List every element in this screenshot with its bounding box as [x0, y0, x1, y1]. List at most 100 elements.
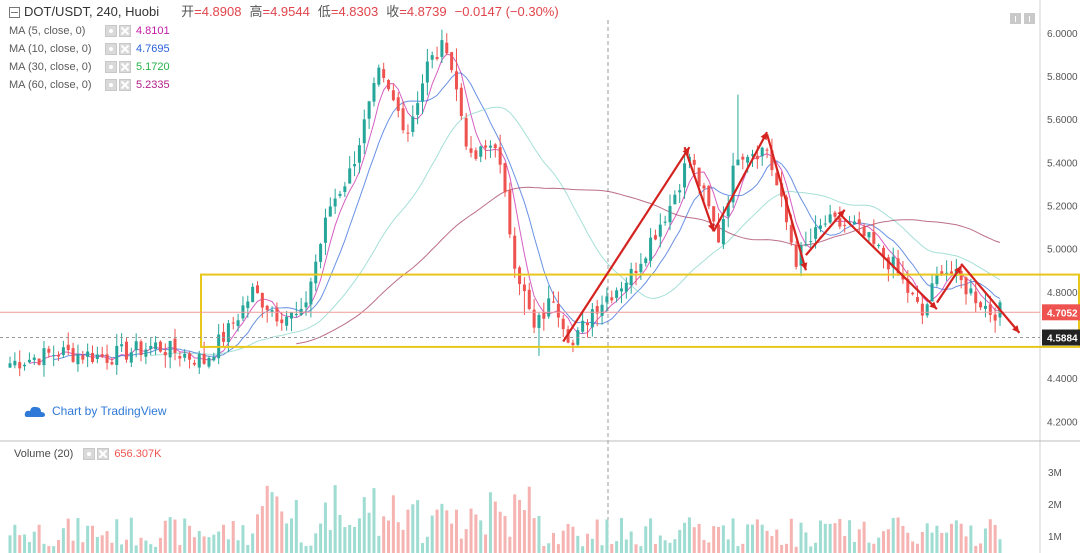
candle-body: [90, 352, 95, 362]
candle-body: [23, 364, 27, 367]
close-icon[interactable]: [119, 79, 131, 91]
volume-bar: [222, 524, 226, 553]
trend-arrows[interactable]: [562, 131, 1021, 343]
settings-icon[interactable]: [105, 25, 117, 37]
volume-axis: 3M 2M 1M: [1048, 468, 1062, 543]
indicator-row-ma30[interactable]: MA (30, close, 0) 5.1720: [9, 58, 559, 76]
volume-bar: [406, 509, 410, 553]
volume-tick-label: 1M: [1048, 532, 1062, 543]
volume-bar: [750, 524, 755, 553]
pane-controls: [1010, 13, 1035, 24]
trend-line: [805, 209, 846, 256]
candle-body: [513, 235, 517, 269]
candle-body: [770, 150, 774, 171]
volume-bar: [163, 520, 167, 553]
volume-bar: [488, 492, 492, 553]
moving-averages: [29, 53, 1001, 364]
volume-bar: [775, 529, 779, 553]
volume-bar: [581, 546, 585, 553]
arrow-head-icon: [929, 301, 937, 310]
candle-body: [653, 235, 657, 240]
volume-bar: [998, 539, 1002, 553]
close-icon[interactable]: [119, 43, 131, 55]
volume-bar: [964, 536, 968, 553]
candle-body: [746, 156, 750, 163]
ma-line-10: [53, 72, 1001, 360]
volume-bar: [285, 523, 289, 553]
candle-body: [712, 206, 716, 222]
candle-body: [585, 322, 590, 326]
candle-body: [309, 281, 313, 305]
ma-line-60: [296, 186, 1001, 345]
volume-bar: [13, 524, 17, 553]
settings-icon[interactable]: [105, 43, 117, 55]
candle-body: [357, 145, 361, 163]
volume-bar: [479, 520, 483, 553]
candle-body: [367, 101, 371, 119]
volume-bar: [877, 537, 881, 553]
maximize-icon[interactable]: [1024, 13, 1035, 24]
volume-bar: [561, 530, 565, 553]
trend-line: [935, 265, 963, 304]
close-icon[interactable]: [119, 61, 131, 73]
indicator-value: 5.2335: [136, 79, 170, 91]
volume-bar: [678, 529, 682, 553]
volume-bar: [930, 532, 934, 553]
volume-bar: [110, 542, 114, 553]
volume-bar: [430, 515, 434, 553]
candle-body: [454, 71, 458, 90]
price-tag: [1042, 329, 1080, 346]
candle-body: [649, 237, 653, 261]
volume-bar: [469, 508, 473, 553]
volume-bar: [445, 510, 449, 553]
indicator-row-ma60[interactable]: MA (60, close, 0) 5.2335: [9, 76, 559, 94]
volume-bar: [338, 514, 342, 553]
tradingview-watermark[interactable]: Chart by TradingView: [24, 404, 167, 418]
candle-body: [420, 83, 425, 102]
candle-body: [391, 90, 395, 101]
candle-body: [818, 225, 822, 229]
candle-body: [52, 355, 56, 357]
candle-body: [595, 306, 599, 314]
volume-bar: [901, 525, 905, 553]
candle-body: [81, 355, 85, 360]
candle-body: [387, 80, 391, 90]
indicator-row-ma5[interactable]: MA (5, close, 0) 4.8101: [9, 22, 559, 40]
close-icon[interactable]: [119, 25, 131, 37]
settings-icon[interactable]: [83, 448, 96, 460]
volume-bar: [983, 528, 987, 553]
volume-legend[interactable]: Volume (20) 656.307K: [14, 448, 161, 460]
collapse-icon[interactable]: [9, 6, 20, 18]
volume-bar: [765, 530, 769, 553]
candle-body: [522, 284, 526, 292]
candle-body: [532, 309, 536, 328]
candle-body: [440, 40, 444, 57]
volume-bar: [231, 521, 235, 553]
volume-bar: [57, 540, 61, 553]
cloud-logo-icon: [24, 406, 45, 417]
settings-icon[interactable]: [105, 61, 117, 73]
info-icon[interactable]: [1010, 13, 1021, 24]
volume-bar: [624, 539, 628, 553]
volume-bar: [464, 529, 468, 553]
candle-body: [188, 353, 192, 360]
candle-body: [105, 354, 109, 363]
price-tick-label: 5.8000: [1047, 72, 1078, 83]
indicator-row-ma10[interactable]: MA (10, close, 0) 4.7695: [9, 40, 559, 58]
candle-body: [988, 304, 992, 315]
volume-bar: [401, 529, 405, 553]
candle-body: [673, 194, 677, 205]
candle-body: [663, 221, 667, 223]
indicator-value: 4.7695: [136, 43, 170, 55]
candle-body: [561, 318, 565, 330]
candle-body: [809, 241, 813, 243]
volume-bar: [503, 516, 507, 553]
volume-bar: [915, 543, 920, 553]
candle-body: [362, 119, 366, 144]
candle-body: [411, 116, 415, 132]
settings-icon[interactable]: [105, 79, 117, 91]
close-icon[interactable]: [97, 448, 110, 460]
volume-value: 656.307K: [114, 448, 162, 460]
volume-tick-label: 3M: [1048, 468, 1062, 479]
